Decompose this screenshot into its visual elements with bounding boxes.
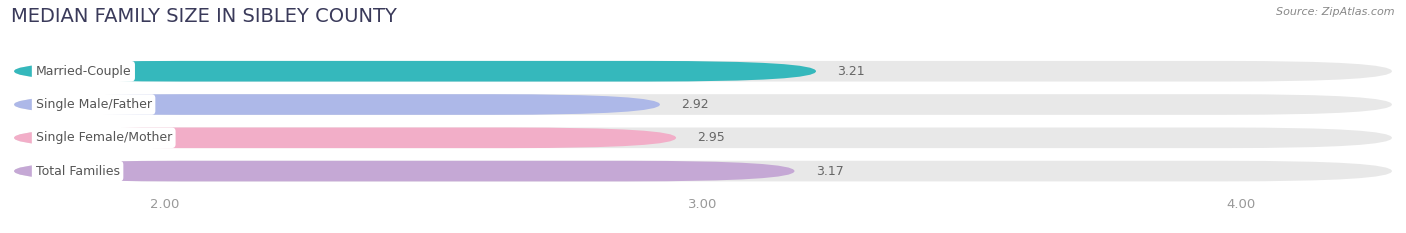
- FancyBboxPatch shape: [14, 94, 659, 115]
- FancyBboxPatch shape: [14, 161, 794, 182]
- Text: Single Male/Father: Single Male/Father: [35, 98, 152, 111]
- FancyBboxPatch shape: [14, 127, 676, 148]
- Text: 2.92: 2.92: [682, 98, 709, 111]
- Text: Source: ZipAtlas.com: Source: ZipAtlas.com: [1277, 7, 1395, 17]
- Text: MEDIAN FAMILY SIZE IN SIBLEY COUNTY: MEDIAN FAMILY SIZE IN SIBLEY COUNTY: [11, 7, 396, 26]
- Text: Total Families: Total Families: [35, 164, 120, 178]
- FancyBboxPatch shape: [14, 127, 1392, 148]
- FancyBboxPatch shape: [14, 161, 1392, 182]
- FancyBboxPatch shape: [14, 61, 815, 82]
- Text: 3.17: 3.17: [815, 164, 844, 178]
- Text: 2.95: 2.95: [697, 131, 725, 144]
- Text: 3.21: 3.21: [838, 65, 865, 78]
- FancyBboxPatch shape: [14, 94, 1392, 115]
- FancyBboxPatch shape: [14, 61, 1392, 82]
- Text: Single Female/Mother: Single Female/Mother: [35, 131, 172, 144]
- Text: Married-Couple: Married-Couple: [35, 65, 131, 78]
